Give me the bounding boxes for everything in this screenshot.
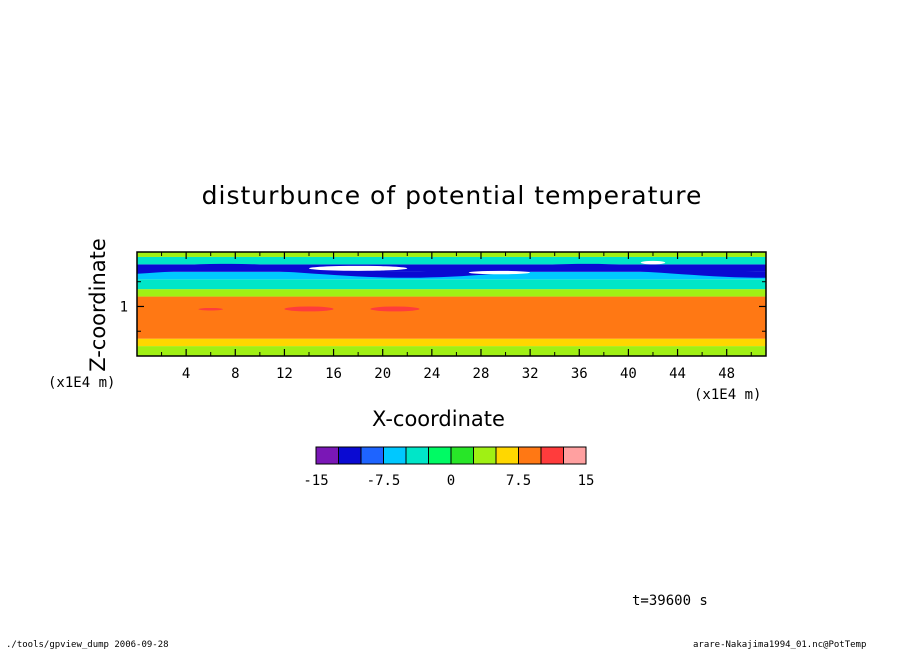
colorbar-label: -7.5 [367, 473, 401, 489]
colorbar-cell-9 [518, 446, 542, 465]
x-tick-label: 12 [276, 366, 293, 382]
colorbar-cell-8 [495, 446, 519, 465]
colorbar-label: 0 [447, 473, 455, 489]
field-feature-0 [284, 306, 334, 312]
field-band-1 [137, 338, 766, 347]
colorbar-cell-5 [428, 446, 452, 465]
field-wave-layer [136, 263, 767, 278]
colorbar-label: 7.5 [506, 473, 531, 489]
x-tick-label: 48 [718, 366, 735, 382]
colorbar-cell-6 [450, 446, 474, 465]
colorbar-cell-7 [473, 446, 497, 465]
time-label: t=39600 s [632, 593, 708, 609]
field-feature-4 [468, 270, 531, 275]
x-axis-unit: (x1E4 m) [694, 387, 762, 403]
y-tick-label: 1 [120, 299, 128, 315]
chart-title: disturbunce of potential temperature [201, 181, 703, 210]
x-tick-label: 32 [522, 366, 539, 382]
colorbar-cell-10 [540, 446, 564, 465]
plot-frame [136, 251, 767, 357]
field-band-0 [137, 346, 766, 356]
field-band-6 [137, 264, 766, 272]
x-tick-label: 8 [231, 366, 239, 382]
colorbar-cell-4 [405, 446, 429, 465]
field-feature-2 [198, 307, 223, 311]
x-tick-label: 20 [374, 366, 391, 382]
y-axis-unit: (x1E4 m) [48, 375, 116, 391]
field-feature-3 [308, 265, 408, 271]
field-band-8 [137, 252, 766, 257]
colorbar-label: 15 [578, 473, 595, 489]
field-band-7 [137, 256, 766, 265]
x-tick-label: 36 [571, 366, 588, 382]
x-tick-label: 40 [620, 366, 637, 382]
footer-right-text: arare-Nakajima1994_01.nc@PotTemp [693, 640, 867, 650]
colorbar-label: -15 [303, 473, 328, 489]
field-band-3 [137, 289, 766, 297]
x-tick-label: 44 [669, 366, 686, 382]
colorbar-cell-3 [383, 446, 407, 465]
field-feature-1 [370, 306, 420, 312]
x-axis-label: X-coordinate [372, 407, 505, 431]
x-tick-label: 24 [423, 366, 440, 382]
field-band-4 [137, 279, 766, 290]
colorbar-cell-11 [563, 446, 587, 465]
colorbar-cell-1 [338, 446, 362, 465]
field-feature-5 [640, 260, 666, 265]
field-band-2 [137, 296, 766, 339]
x-tick-label: 4 [182, 366, 190, 382]
colorbar-cell-2 [360, 446, 384, 465]
x-tick-label: 16 [325, 366, 342, 382]
colorbar-cell-0 [315, 446, 339, 465]
footer-left-text: ./tools/gpview_dump 2006-09-28 [6, 640, 169, 650]
x-tick-label: 28 [473, 366, 490, 382]
